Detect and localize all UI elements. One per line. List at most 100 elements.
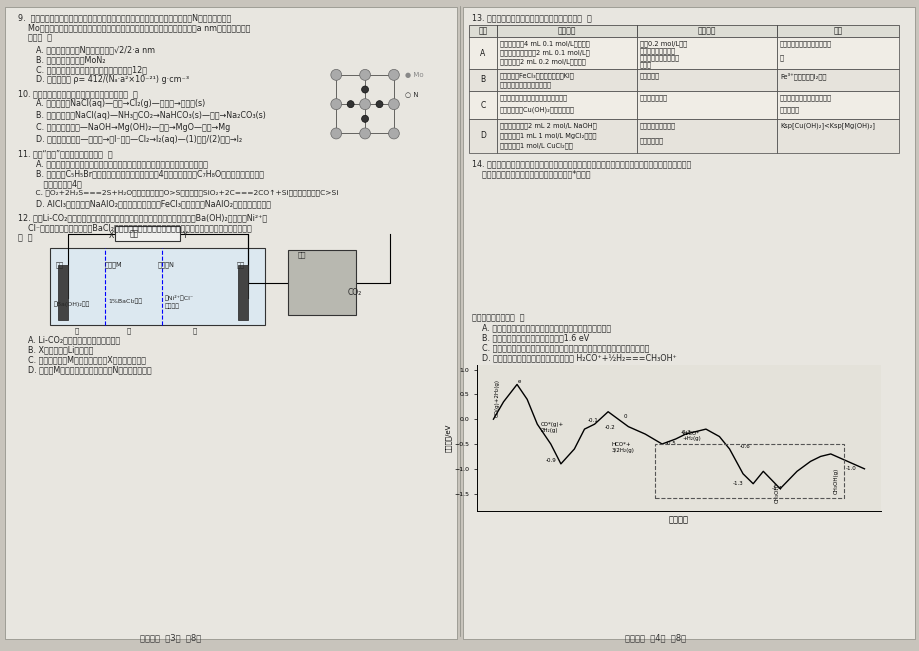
- Text: 实验操作: 实验操作: [557, 27, 575, 36]
- Text: 产生砖红色沉淀: 产生砖红色沉淀: [640, 94, 667, 101]
- Text: 化学试题  第4页  共8页: 化学试题 第4页 共8页: [624, 633, 686, 642]
- Text: CO₂: CO₂: [347, 288, 362, 297]
- Text: 草酸溶液和2 mL 0.2 mol/L草酸溶液: 草酸溶液和2 mL 0.2 mol/L草酸溶液: [499, 59, 585, 65]
- X-axis label: 反应历程: 反应历程: [668, 515, 688, 524]
- Text: 12. 随着Li-CO₂电池的研究取得了新进展，某小组以该电池为电源电解处理含Ba(OH)₂废水和含Ni²⁺、: 12. 随着Li-CO₂电池的研究取得了新进展，某小组以该电池为电源电解处理含B…: [18, 213, 267, 222]
- Bar: [496, 37, 636, 69]
- Text: D. AlCl₃溶液中滴加NaAlO₂溶液能产生沉淀，则FeCl₃溶液中加入NaAlO₂溶液也能产生沉淀: D. AlCl₃溶液中滴加NaAlO₂溶液能产生沉淀，则FeCl₃溶液中加入Na…: [26, 199, 271, 208]
- Text: 淀粉在稀硫酸、加热条件下水: 淀粉在稀硫酸、加热条件下水: [779, 94, 831, 101]
- Bar: [50, 248, 265, 325]
- Circle shape: [361, 86, 369, 93]
- Text: 负极: 负极: [298, 251, 306, 258]
- Text: B. 氮化钼的化学式为MoN₂: B. 氮化钼的化学式为MoN₂: [26, 55, 106, 64]
- Circle shape: [359, 128, 370, 139]
- Bar: [654, 444, 844, 497]
- Text: 阴极: 阴极: [56, 261, 64, 268]
- Circle shape: [331, 70, 341, 80]
- Text: 再滴加几滴1 mol/L CuCl₂溶液: 再滴加几滴1 mol/L CuCl₂溶液: [499, 142, 573, 148]
- Text: B: B: [480, 76, 485, 85]
- Text: A: A: [480, 49, 485, 57]
- Text: 1%BaCl₂溶液: 1%BaCl₂溶液: [108, 298, 142, 303]
- Text: -1.4: -1.4: [771, 486, 782, 492]
- Text: 的是（  ）: 的是（ ）: [18, 33, 52, 42]
- Text: X: X: [108, 231, 114, 240]
- Text: 离子膜M: 离子膜M: [105, 261, 122, 268]
- Text: e: e: [517, 380, 520, 385]
- Circle shape: [376, 101, 382, 107]
- Text: 化学试题  第3页  共8页: 化学试题 第3页 共8页: [140, 633, 201, 642]
- Text: 反应物浓度越大，反应速率越: 反应物浓度越大，反应速率越: [779, 40, 831, 47]
- Text: （  ）: （ ）: [18, 233, 32, 242]
- Text: 溶液变蓝色: 溶液变蓝色: [640, 72, 659, 79]
- Bar: [636, 37, 777, 69]
- Bar: [469, 37, 496, 69]
- Text: 13. 下列有关实验操作、现象及结论都正确的是（  ）: 13. 下列有关实验操作、现象及结论都正确的是（ ）: [471, 13, 591, 22]
- Text: B. X与该电池的Li电极相连: B. X与该电池的Li电极相连: [18, 345, 93, 354]
- Text: Fe³⁺的氧化性比I₂的强: Fe³⁺的氧化性比I₂的强: [779, 72, 825, 79]
- Text: C. 由O₂+2H₂S===2S+H₂O，说明非金属性O>S，则高温下SiO₂+2C===2CO↑+Si，说明非金属性C>Si: C. 由O₂+2H₂S===2S+H₂O，说明非金属性O>S，则高温下SiO₂+…: [26, 189, 338, 196]
- Text: 14. 煤的间接液化可先转化为一氧化碳和氢气，后在催化剂作用下合成甲醇，其中一氧化碳与氢气的反: 14. 煤的间接液化可先转化为一氧化碳和氢气，后在催化剂作用下合成甲醇，其中一氧…: [471, 159, 690, 168]
- Text: CH₃OH*: CH₃OH*: [774, 482, 779, 503]
- Circle shape: [331, 99, 341, 109]
- Text: 解为葡萄糖: 解为葡萄糖: [779, 106, 800, 113]
- Bar: [636, 25, 777, 37]
- Bar: [238, 265, 248, 320]
- Bar: [288, 250, 356, 315]
- Text: 加入0.2 mol/L草酸: 加入0.2 mol/L草酸: [640, 40, 686, 47]
- Circle shape: [346, 101, 354, 107]
- Text: D. 海带提碘：海带—水浸取→含I⁻滤液—Cl₂→I₂(aq)—(1)萃取/(2)蒸馏→I₂: D. 海带提碘：海带—水浸取→含I⁻滤液—Cl₂→I₂(aq)—(1)萃取/(2…: [26, 135, 242, 144]
- Bar: [496, 119, 636, 153]
- Bar: [777, 91, 898, 119]
- Bar: [636, 69, 777, 91]
- Bar: [777, 119, 898, 153]
- Text: 10. 下列物质的制备与工业生产实际相符合的是（  ）: 10. 下列物质的制备与工业生产实际相符合的是（ ）: [18, 89, 138, 98]
- Bar: [5, 7, 457, 639]
- Text: 沉淀变为蓝色: 沉淀变为蓝色: [640, 137, 664, 144]
- Bar: [777, 25, 898, 37]
- Bar: [469, 25, 496, 37]
- Text: 两支试管各盛4 mL 0.1 mol/L酸性高锰: 两支试管各盛4 mL 0.1 mol/L酸性高锰: [499, 40, 589, 47]
- Bar: [496, 91, 636, 119]
- Text: -0.5: -0.5: [664, 441, 675, 447]
- Circle shape: [359, 99, 370, 109]
- Y-axis label: 相对能量/eV: 相对能量/eV: [444, 424, 450, 452]
- Text: 乙: 乙: [127, 327, 131, 333]
- Text: 结论: 结论: [833, 27, 842, 36]
- Bar: [469, 69, 496, 91]
- Text: C: C: [480, 100, 485, 109]
- Text: A. 油脂在碱性条件下能发生水解反应，则石蜡油在碱性条件下也能发生水解反应: A. 油脂在碱性条件下能发生水解反应，则石蜡油在碱性条件下也能发生水解反应: [26, 159, 208, 168]
- Text: Y: Y: [183, 231, 187, 240]
- Circle shape: [388, 128, 399, 139]
- Text: C. 若去掉离子膜M将两室合并，则X电极的反应不变: C. 若去掉离子膜M将两室合并，则X电极的反应不变: [18, 355, 146, 364]
- Bar: [496, 69, 636, 91]
- Circle shape: [361, 115, 369, 122]
- Text: 0: 0: [623, 414, 626, 419]
- Text: 液，先滴加1 mL 1 mol/L MgCl₂溶液，: 液，先滴加1 mL 1 mol/L MgCl₂溶液，: [499, 132, 596, 139]
- Text: 间更短: 间更短: [640, 61, 652, 68]
- Text: 酸钾溶液，分别加入2 mL 0.1 mol/L的: 酸钾溶液，分别加入2 mL 0.1 mol/L的: [499, 49, 589, 56]
- Text: 选项: 选项: [478, 27, 487, 36]
- Text: 电源: 电源: [130, 229, 139, 238]
- Text: -0.6: -0.6: [739, 445, 750, 449]
- Text: ○ N: ○ N: [405, 91, 419, 98]
- Text: 快: 快: [779, 54, 783, 61]
- Text: H₂CO*
+H₂(g): H₂CO* +H₂(g): [682, 430, 700, 441]
- Text: B. 制纯碱：饱和NaCl(aq)—NH₃和CO₂→NaHCO₃(s)—加热→Na₂CO₃(s): B. 制纯碱：饱和NaCl(aq)—NH₃和CO₂→NaHCO₃(s)—加热→N…: [26, 111, 266, 120]
- Text: -1.3: -1.3: [732, 481, 743, 486]
- Text: A. 煤中含有苯和甲苯，可以通过分馏的方式将它们分离出来: A. 煤中含有苯和甲苯，可以通过分馏的方式将它们分离出来: [471, 323, 610, 332]
- Text: 应历程如图，吸附在催化剂表面上的物时用*标注。: 应历程如图，吸附在催化剂表面上的物时用*标注。: [471, 169, 590, 178]
- Bar: [636, 119, 777, 153]
- Bar: [496, 25, 636, 37]
- Text: A. 相邻两个最近的N原子的距离为√2/2·a nm: A. 相邻两个最近的N原子的距离为√2/2·a nm: [26, 45, 155, 54]
- Bar: [469, 91, 496, 119]
- Bar: [777, 69, 898, 91]
- Text: -0.2: -0.2: [604, 424, 615, 430]
- Text: D. 离子膜M为阳离子交换膜，离子膜N为阴离子交换膜: D. 离子膜M为阳离子交换膜，离子膜N为阴离子交换膜: [18, 365, 152, 374]
- Text: 含Ba(OH)₂废水: 含Ba(OH)₂废水: [54, 301, 90, 307]
- Text: 下列说法正确的是（  ）: 下列说法正确的是（ ）: [471, 313, 524, 322]
- Text: HCO*+
3/2H₂(g): HCO*+ 3/2H₂(g): [611, 442, 634, 453]
- Text: C. 海水提镁：海水—NaOH→Mg(OH)₂—高温→MgO—电解→Mg: C. 海水提镁：海水—NaOH→Mg(OH)₂—高温→MgO—电解→Mg: [26, 123, 230, 132]
- Text: 含Ni²⁺、Cl⁻: 含Ni²⁺、Cl⁻: [165, 295, 194, 301]
- Text: CO*(g)+
2H₂(g): CO*(g)+ 2H₂(g): [540, 422, 563, 433]
- Text: C. 每个钼原子周围与其距离最近的钼原子有12个: C. 每个钼原子周围与其距离最近的钼原子有12个: [26, 65, 147, 74]
